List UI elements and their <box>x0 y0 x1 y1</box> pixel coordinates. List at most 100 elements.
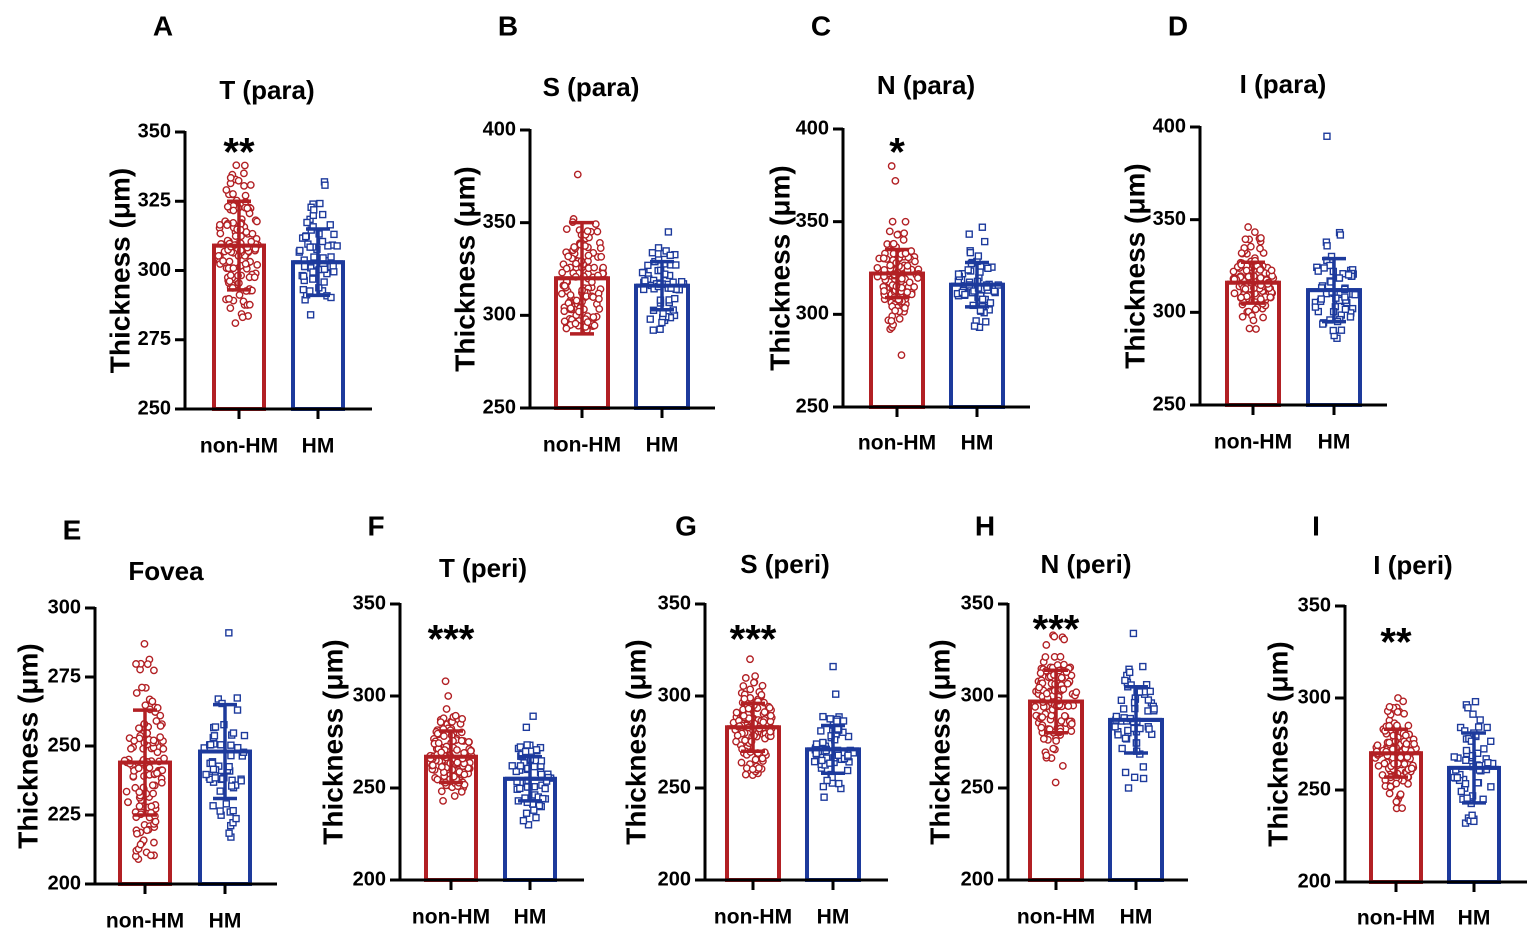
data-point <box>235 291 244 299</box>
data-point <box>327 253 335 261</box>
data-point <box>1386 782 1395 791</box>
data-point <box>741 674 750 682</box>
data-point <box>903 288 912 297</box>
data-point <box>150 666 158 675</box>
data-point <box>820 793 828 801</box>
data-point <box>1241 235 1250 244</box>
data-point <box>444 692 453 700</box>
data-point <box>211 774 219 782</box>
data-point <box>893 230 902 239</box>
data-point <box>897 351 906 360</box>
data-point <box>573 170 582 179</box>
data-point <box>1393 708 1402 716</box>
data-point <box>434 739 443 748</box>
data-point <box>843 766 852 775</box>
data-point <box>748 765 757 774</box>
data-point <box>537 757 546 765</box>
data-point <box>217 741 225 749</box>
data-point <box>326 221 334 229</box>
data-point <box>223 202 232 211</box>
x-tick-label: HM <box>961 432 994 455</box>
panel-title: Fovea <box>128 556 204 586</box>
data-point <box>1139 774 1148 783</box>
significance-marker: ** <box>223 131 255 175</box>
y-axis-label: Thickness (μm) <box>104 168 135 373</box>
panel-letter: I <box>1312 510 1320 541</box>
data-point <box>1059 685 1068 694</box>
data-point <box>233 694 241 702</box>
data-point <box>227 751 235 760</box>
data-point <box>839 717 848 725</box>
data-point <box>1124 726 1132 735</box>
y-tick-label: 300 <box>483 304 516 326</box>
data-point <box>965 230 973 238</box>
data-point <box>149 736 158 745</box>
data-point <box>593 227 602 236</box>
data-point <box>1392 779 1401 788</box>
data-point <box>964 266 972 274</box>
data-point <box>152 717 161 725</box>
data-point <box>564 252 573 261</box>
data-point <box>823 776 831 785</box>
data-point <box>887 316 896 325</box>
data-point <box>512 767 520 776</box>
data-point <box>654 244 663 252</box>
data-point <box>320 278 328 286</box>
data-point <box>226 173 235 182</box>
data-point <box>457 736 466 745</box>
data-point <box>1139 662 1147 671</box>
data-point <box>595 305 604 313</box>
data-point <box>758 754 767 763</box>
data-point <box>147 802 156 811</box>
data-point <box>733 731 742 740</box>
data-point <box>1341 293 1349 301</box>
data-point <box>232 161 241 170</box>
data-point <box>153 769 161 778</box>
data-point <box>521 747 530 756</box>
data-point <box>885 227 894 236</box>
data-point <box>1450 753 1458 761</box>
data-point <box>532 813 540 822</box>
data-point <box>744 704 753 713</box>
data-point <box>1463 794 1471 802</box>
data-point <box>145 763 154 772</box>
data-point <box>299 272 308 280</box>
data-point <box>1244 223 1253 231</box>
data-point <box>889 239 898 248</box>
data-point <box>641 277 649 285</box>
data-point <box>1238 312 1247 321</box>
data-point <box>844 732 853 741</box>
data-point <box>209 765 218 774</box>
data-point <box>1042 641 1051 649</box>
data-point <box>900 229 909 238</box>
data-point <box>1385 789 1394 798</box>
data-point <box>671 294 679 303</box>
data-point <box>309 275 317 283</box>
data-point <box>508 762 516 770</box>
y-tick-label: 300 <box>48 596 81 618</box>
y-axis-label: Thickness (μm) <box>449 166 480 371</box>
y-axis-label: Thickness (μm) <box>1119 163 1150 368</box>
data-point <box>1125 668 1134 677</box>
y-tick-label: 200 <box>353 868 386 890</box>
significance-marker: *** <box>428 618 475 662</box>
data-point <box>1146 687 1154 696</box>
data-point <box>229 806 237 815</box>
data-point <box>583 318 592 327</box>
y-tick-label: 350 <box>483 211 516 233</box>
data-point <box>897 274 906 283</box>
data-point <box>437 787 446 796</box>
data-point <box>238 313 247 322</box>
data-point <box>1058 762 1067 770</box>
data-point <box>1351 290 1359 299</box>
y-tick-label: 250 <box>353 776 386 798</box>
panel-title: N (para) <box>877 70 975 100</box>
x-tick-label: HM <box>817 906 850 929</box>
data-point <box>1396 790 1405 799</box>
y-tick-label: 350 <box>961 592 994 614</box>
data-point <box>215 221 224 229</box>
data-point <box>1487 737 1495 746</box>
data-point <box>136 840 145 849</box>
y-axis-label: Thickness (μm) <box>1262 641 1293 846</box>
x-tick-label: non-HM <box>200 435 278 458</box>
